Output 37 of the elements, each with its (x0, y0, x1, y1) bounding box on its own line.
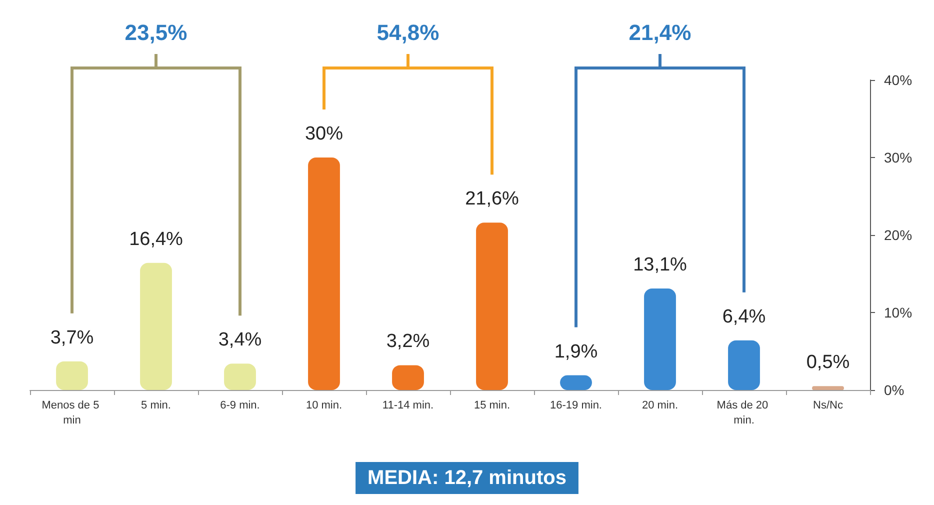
data-label: 0,5% (806, 352, 850, 374)
y-tick-label: 20% (884, 227, 912, 243)
data-label: 3,2% (386, 331, 430, 352)
y-tick-label: 0% (884, 382, 904, 398)
y-tick-label: 10% (884, 304, 912, 320)
text: 21,4% (628, 20, 692, 45)
bar (56, 361, 88, 390)
y-tick-label: 30% (884, 150, 912, 166)
text: 54,8% (376, 20, 440, 45)
x-tick-label: 20 min. (642, 400, 678, 412)
bar (308, 158, 340, 390)
bar (644, 288, 676, 390)
x-tick-label: Más de 20 min. (716, 400, 772, 426)
x-tick-label: 15 min. (474, 400, 510, 412)
data-label: 1,9% (554, 341, 598, 362)
x-tick-label: Ns/Nc (813, 400, 844, 412)
data-label: 30% (304, 124, 344, 144)
y-tick-label: 40% (884, 72, 912, 88)
data-label: 21,6% (465, 188, 520, 210)
x-tick-label: Menos de 5 min (42, 400, 102, 426)
bar (224, 364, 256, 390)
data-label: 3,4% (218, 330, 262, 351)
text: 23,5% (124, 20, 188, 45)
x-tick-label: 16-19 min. (550, 400, 602, 412)
x-tick-label: 11-14 min. (382, 400, 434, 412)
data-label: 3,7% (50, 327, 94, 348)
x-tick-label: 5 min. (141, 400, 171, 412)
bar (476, 222, 508, 390)
data-label: 16,4% (129, 228, 184, 250)
x-tick-label: 6-9 min. (220, 400, 260, 412)
bar (728, 340, 760, 390)
text: MEDIA: 12,7 minutos (368, 467, 566, 489)
bar (812, 386, 844, 390)
data-label: 13,1% (633, 254, 688, 276)
data-label: 6,4% (722, 306, 766, 328)
bar (140, 262, 172, 390)
x-tick-label: 10 min. (306, 400, 342, 412)
